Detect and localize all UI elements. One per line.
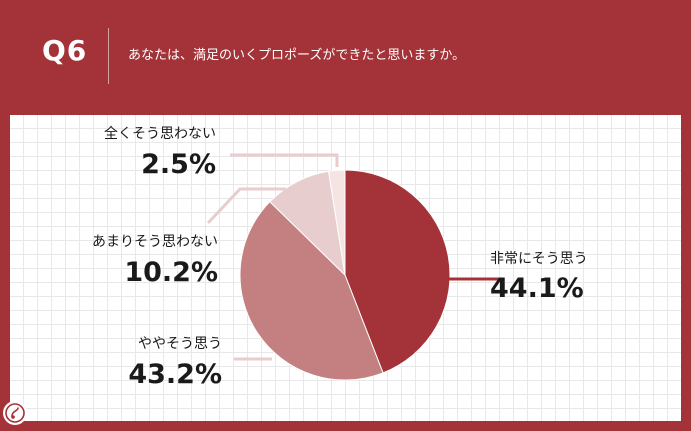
header-divider (108, 28, 109, 84)
slice-value-2: 43.2% (128, 359, 222, 390)
chart-card: 非常にそう思う 44.1% ややそう思う 43.2% あまりそう思わない 10.2% 全くそ… (10, 115, 681, 421)
slice-label-3: あまりそう思わない (92, 234, 218, 250)
slice-value-3: 10.2% (124, 257, 218, 288)
leader-line-4 (230, 153, 339, 167)
pie-slice-4 (327, 169, 346, 276)
question-header: Q6 あなたは、満足のいくプロポーズができたと思いますか。 (0, 0, 691, 115)
pie-slice-1 (344, 169, 451, 374)
pie-chart: 非常にそう思う 44.1% ややそう思う 43.2% あまりそう思わない 10.2% 全くそ… (92, 125, 588, 390)
slice-label-4: 全くそう思わない (104, 125, 216, 142)
pie-slice-2 (239, 200, 384, 381)
question-number: Q6 (42, 34, 88, 67)
slice-label-1: 非常にそう思う (490, 251, 588, 267)
brand-logo-icon (3, 401, 27, 425)
leader-line-3 (206, 187, 286, 225)
slice-label-2: ややそう思う (138, 336, 222, 352)
slice-value-1: 44.1% (490, 273, 584, 304)
slice-value-4: 2.5% (141, 149, 216, 180)
question-text: あなたは、満足のいくプロポーズができたと思いますか。 (128, 48, 466, 63)
